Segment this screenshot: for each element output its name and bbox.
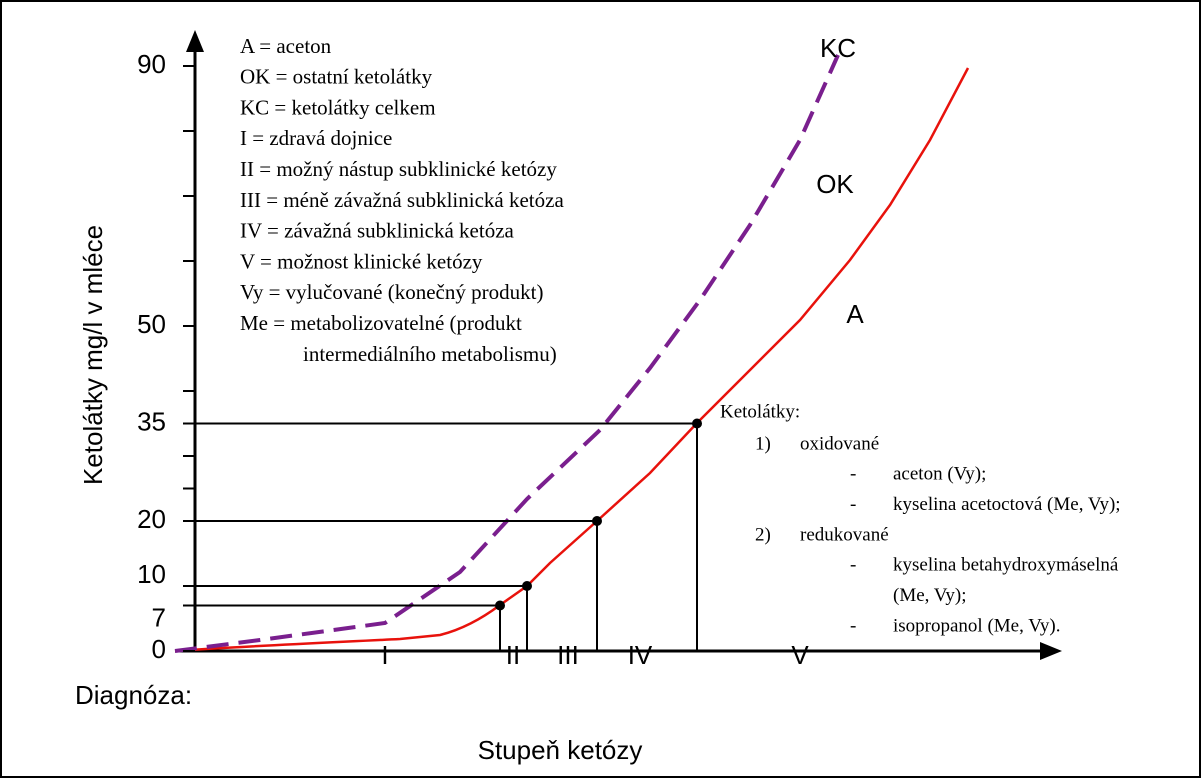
stage-label: II (506, 640, 520, 670)
note-item: kyselina acetoctová (Me, Vy); (893, 494, 1121, 515)
note-dash: - (850, 554, 856, 575)
y-tick-label: 0 (152, 634, 166, 664)
note-item: (Me, Vy); (893, 585, 967, 606)
y-tick-label: 90 (137, 49, 166, 79)
threshold-point (692, 418, 702, 429)
row-label: Diagnóza: (75, 680, 192, 710)
legend-line: KC = ketolátky celkem (240, 95, 436, 119)
curve-label: KC (820, 33, 856, 63)
legend-line: A = aceton (240, 34, 332, 58)
note-dash: - (850, 463, 856, 484)
curve-kc (174, 54, 840, 653)
legend-line: intermediálního metabolismu) (303, 342, 557, 366)
note-group: redukované (800, 524, 889, 545)
legend-line: Me = metabolizovatelné (produkt (240, 311, 522, 335)
legend-line: II = možný nástup subklinické ketózy (240, 157, 557, 181)
y-tick-label: 50 (137, 309, 166, 339)
y-arrow (186, 30, 204, 52)
note-item: kyselina betahydroxymáselná (893, 554, 1119, 575)
note-marker: 2) (755, 524, 771, 545)
note-marker: 1) (755, 433, 771, 454)
x-axis-label: Stupeň ketózy (478, 735, 643, 765)
legend-line: V = možnost klinické ketózy (240, 249, 483, 273)
y-axis-label: Ketolátky mg/l v mléce (78, 225, 108, 485)
stage-label: IV (628, 640, 653, 670)
threshold-point (592, 516, 602, 526)
note-item: isopropanol (Me, Vy). (893, 615, 1060, 636)
legend-line: IV = závažná subklinická ketóza (240, 219, 515, 243)
legend-line: I = zdravá dojnice (240, 126, 392, 150)
stage-label: V (791, 640, 809, 670)
y-tick-label: 20 (137, 504, 166, 534)
stage-label: I (381, 640, 388, 670)
note-item: aceton (Vy); (893, 463, 986, 484)
y-tick-label: 7 (152, 602, 166, 632)
threshold-point (522, 581, 532, 591)
legend-line: Vy = vylučované (konečný produkt) (240, 280, 543, 304)
y-tick-label: 35 (137, 406, 166, 436)
x-arrow (1040, 642, 1062, 660)
curve-label: OK (816, 169, 854, 199)
stage-label: III (557, 640, 579, 670)
curve-a (174, 67, 970, 653)
legend-line: III = méně závažná subklinická ketóza (240, 188, 564, 212)
note-title: Ketolátky: (720, 401, 800, 422)
y-tick-label: 10 (137, 559, 166, 589)
curve-label: A (846, 299, 864, 329)
note-dash: - (850, 494, 856, 515)
note-group: oxidované (800, 433, 879, 454)
legend-line: OK = ostatní ketolátky (240, 65, 433, 89)
note-dash: - (850, 615, 856, 636)
threshold-point (495, 600, 505, 611)
